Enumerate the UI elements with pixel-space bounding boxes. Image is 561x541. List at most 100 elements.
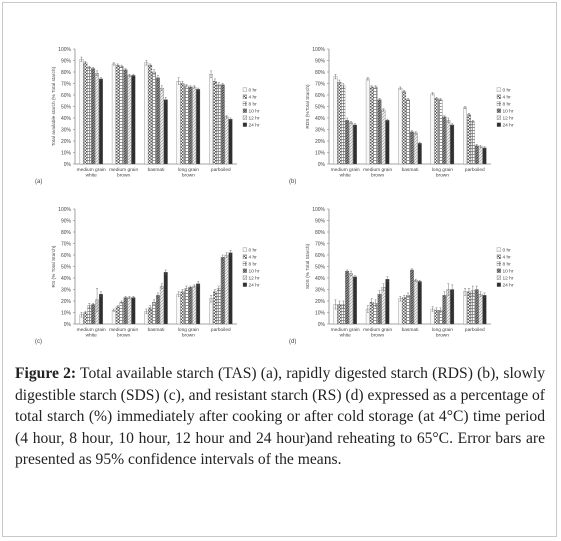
legend-swatch — [242, 268, 247, 273]
error-bar — [145, 60, 148, 66]
bar — [176, 81, 181, 165]
bar — [79, 59, 84, 165]
chart-svg: 0% 10% 20% 30% 40% 50% 60% 70% 80% 90% 100% RS (% T… — [35, 207, 260, 345]
bar — [111, 310, 116, 325]
error-bar — [181, 81, 184, 86]
error-bar — [124, 68, 127, 72]
legend-label: 0 hr — [249, 247, 258, 253]
bar — [349, 273, 353, 325]
x-tick-label: basmati — [148, 327, 165, 333]
y-axis-label: SDS (% Total Starch) — [305, 243, 311, 289]
error-bar — [464, 288, 467, 296]
y-axis-label: RDS (%Total Starch) — [305, 84, 311, 129]
bar — [144, 62, 149, 165]
chart-svg: 0% 10% 20% 30% 40% 50% 60% 70% 80% 90% 100% SDS (% … — [289, 207, 514, 345]
bar — [482, 295, 487, 325]
legend-label: 10 hr — [503, 108, 514, 114]
bar — [353, 124, 357, 165]
bar — [220, 84, 225, 165]
bar — [369, 86, 374, 165]
bar — [196, 89, 201, 165]
y-tick-label: 20% — [315, 139, 326, 145]
bar — [95, 73, 99, 165]
bar — [349, 122, 353, 165]
error-bar — [403, 295, 406, 301]
x-tick-label: medium grain — [77, 167, 106, 173]
legend-label: 24 hr — [249, 122, 260, 128]
bar — [156, 77, 160, 165]
error-bar — [84, 61, 87, 65]
error-bar — [342, 83, 345, 89]
error-bar — [338, 79, 341, 85]
error-bar — [414, 131, 417, 135]
legend-label: 0 hr — [503, 87, 512, 93]
bar — [224, 254, 229, 325]
error-bar — [439, 98, 442, 101]
y-tick-label: 20% — [315, 299, 326, 305]
error-bar — [177, 291, 180, 297]
x-tick-label: white — [340, 333, 352, 339]
error-bar — [370, 85, 373, 89]
bar — [119, 66, 124, 165]
y-tick-label: 50% — [61, 104, 72, 110]
error-bar — [386, 118, 389, 122]
bar — [216, 84, 221, 165]
y-axis-label: RS (% Total Starch) — [51, 245, 57, 287]
legend-swatch — [496, 268, 501, 273]
bar — [91, 304, 96, 325]
bar — [83, 312, 88, 325]
bar — [152, 71, 156, 165]
error-bar — [197, 87, 200, 91]
error-bar — [177, 77, 180, 85]
error-bar — [353, 275, 356, 279]
error-bar — [116, 305, 119, 309]
error-bar — [164, 97, 167, 103]
y-tick-label: 70% — [315, 241, 326, 247]
error-bar — [366, 77, 369, 81]
error-bar — [124, 296, 127, 299]
legend-label: 12 hr — [249, 275, 260, 281]
x-tick-label: parboiled — [465, 167, 485, 173]
bar — [337, 82, 342, 165]
y-tick-label: 0% — [318, 162, 326, 168]
error-bar — [132, 296, 135, 299]
legend-label: 8 hr — [249, 261, 258, 267]
error-bar — [210, 295, 213, 303]
bar — [353, 276, 357, 325]
legend-swatch — [242, 108, 247, 113]
error-bar — [418, 280, 421, 283]
y-tick-label: 60% — [315, 253, 326, 259]
bar — [406, 99, 410, 165]
error-bar — [92, 303, 95, 306]
y-tick-label: 80% — [61, 230, 72, 236]
error-bar — [149, 63, 152, 67]
error-bar — [403, 90, 406, 93]
legend-swatch — [242, 247, 247, 252]
bar — [365, 78, 370, 165]
y-tick-label: 0% — [318, 322, 326, 328]
error-bar — [160, 283, 163, 289]
error-bar — [116, 63, 119, 67]
figure-caption: Figure 2: Total available starch (TAS) (… — [15, 363, 545, 471]
error-bar — [475, 285, 478, 294]
bar — [482, 147, 487, 165]
bar — [385, 120, 390, 165]
error-bar — [185, 285, 188, 291]
legend-label: 8 hr — [503, 261, 512, 267]
legend-label: 12 hr — [249, 115, 260, 121]
bar — [446, 120, 451, 165]
error-bar — [229, 250, 232, 256]
legend-swatch — [496, 87, 501, 92]
y-tick-label: 80% — [315, 70, 326, 76]
y-tick-label: 10% — [61, 310, 72, 316]
bar — [417, 143, 422, 165]
x-tick-label: brown — [436, 173, 449, 179]
error-bar — [189, 85, 192, 89]
error-bar — [382, 283, 385, 291]
y-tick-label: 100% — [312, 207, 325, 213]
error-bar — [193, 85, 196, 89]
legend-swatch — [496, 247, 501, 252]
legend-label: 10 hr — [249, 268, 260, 274]
bar — [163, 272, 168, 325]
y-tick-label: 20% — [61, 139, 72, 145]
